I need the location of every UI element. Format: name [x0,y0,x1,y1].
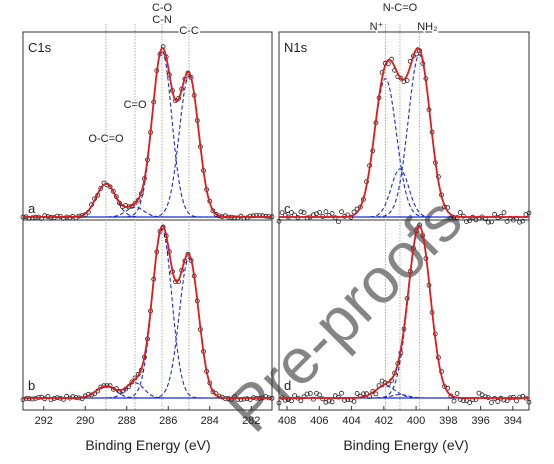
x-tick-label-408: 408 [278,415,296,427]
envelope-fit-b [23,225,272,399]
data-point-c-69 [492,211,498,217]
data-point-a-36 [132,200,138,206]
x-tick-label-284: 284 [201,415,219,427]
data-point-a-25 [98,185,104,191]
data-point-d-9 [304,391,310,397]
component-peak-a-3 [23,75,272,218]
data-point-c-61 [467,218,473,224]
peak-label-2: NH₂ [417,21,437,33]
data-point-b-53 [185,251,191,257]
data-point-d-27 [360,391,366,397]
component-peak-c-0 [279,77,529,218]
data-point-d-68 [489,400,494,406]
data-point-d-0 [276,400,282,406]
data-point-d-57 [454,391,460,396]
data-point-d-24 [351,398,357,404]
data-point-c-78 [520,218,526,224]
data-point-c-4 [289,210,294,215]
data-point-c-19 [335,219,341,225]
c1s-panel-label: C1s [28,40,52,55]
component-peak-a-0 [23,183,272,218]
x-tick-label-396: 396 [471,415,489,427]
x-tick-label-402: 402 [375,415,393,427]
data-point-c-77 [517,219,522,225]
c1s-panel-top-frame [22,31,273,221]
data-point-d-80 [526,399,532,405]
data-point-d-17 [329,399,335,405]
data-point-c-7 [298,209,304,215]
data-point-c-8 [301,210,307,216]
data-point-c-0 [276,218,282,224]
spectrum-label-d: d [284,378,291,393]
c1s-panel-bottom-frame [22,219,273,411]
x-tick-label-404: 404 [342,415,360,427]
data-point-b-3 [29,396,35,402]
x-tick-label-400: 400 [407,415,425,427]
envelope-fit-c [279,47,529,218]
x-tick-label-282: 282 [242,415,260,427]
data-point-d-16 [326,398,332,404]
x-tick-label-290: 290 [76,415,94,427]
data-point-d-25 [354,390,360,396]
x-tick-label-406: 406 [310,415,328,427]
data-point-c-20 [339,209,344,215]
plot-layer: 292 290 288 286 284 282 O-C=O C=O C-OC-N C-C 408 40… [20,1,532,427]
x-tick-label-398: 398 [439,415,457,427]
data-point-c-39 [398,75,404,81]
data-point-c-73 [504,218,510,224]
x-tick-label-394: 394 [504,415,522,427]
data-point-d-76 [514,398,519,404]
data-point-c-41 [404,78,410,83]
peak-label-0: N⁺ [370,21,384,33]
data-point-d-61 [467,400,473,406]
c1s-x-axis-label: Binding Energy (eV) [85,437,210,453]
data-point-d-56 [451,398,457,404]
data-point-c-1 [279,210,285,216]
data-point-d-13 [317,392,323,398]
data-point-c-60 [464,219,469,225]
data-point-c-80 [526,210,532,216]
data-point-b-35 [129,379,135,385]
data-point-c-55 [448,215,454,221]
spectrum-label-c: c [284,201,291,216]
data-point-d-20 [339,390,344,396]
spectrum-label-b: b [28,378,35,393]
peak-label-0: O-C=O [88,133,124,145]
component-peak-a-2 [23,50,272,218]
data-point-c-72 [501,210,507,216]
n1s-panel-bottom-frame [278,219,530,411]
n1s-x-axis-label: Binding Energy (eV) [343,437,468,453]
peak-label-1: C=O [124,99,147,111]
data-point-a-28 [107,184,113,190]
n1s-panel-label: N1s [284,40,308,55]
peak-label-3: C-N [152,14,172,26]
data-point-c-68 [489,219,494,225]
envelope-fit-d [279,225,529,399]
spectrum-label-a: a [28,201,36,216]
peak-label-1: N-C=O [383,2,418,14]
n1s-panel-top-frame [278,31,530,221]
data-point-c-67 [485,219,491,225]
envelope-fit-a [23,47,272,218]
data-point-d-10 [307,390,313,396]
x-tick-label-286: 286 [159,415,177,427]
watermark-text: Pre-proofs [213,183,475,445]
data-point-d-70 [495,399,501,404]
data-point-c-17 [329,210,335,216]
peak-label-4: C-C [179,25,199,37]
peak-label-2: C-O [152,2,173,14]
x-tick-label-292: 292 [35,415,53,427]
data-point-c-58 [457,210,463,215]
x-tick-label-288: 288 [118,415,136,427]
data-point-c-15 [323,209,329,215]
data-point-d-31 [373,391,379,397]
data-point-c-13 [317,209,323,215]
